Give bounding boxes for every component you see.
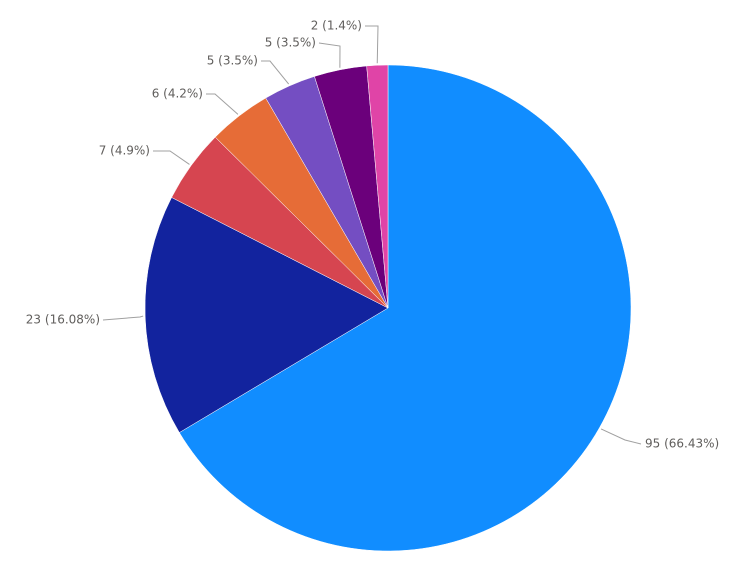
leader-line — [261, 60, 290, 85]
data-label: 6 (4.2%) — [152, 87, 203, 101]
leader-line — [318, 42, 341, 68]
leader-line — [153, 150, 190, 165]
leader-line — [365, 25, 379, 64]
pie-slice — [144, 197, 389, 433]
data-label: 95 (66.43%) — [645, 437, 719, 451]
data-label: 5 (3.5%) — [265, 36, 316, 50]
data-label: 2 (1.4%) — [311, 19, 362, 33]
data-label: 23 (16.08%) — [26, 313, 100, 327]
leader-line — [600, 428, 642, 445]
pie-slice — [366, 64, 389, 309]
pie-slice — [179, 64, 632, 552]
data-label: 5 (3.5%) — [207, 54, 258, 68]
leader-line — [102, 315, 144, 321]
leader-line — [206, 93, 239, 115]
data-label: 7 (4.9%) — [99, 144, 150, 158]
